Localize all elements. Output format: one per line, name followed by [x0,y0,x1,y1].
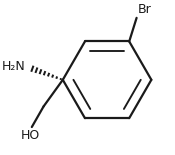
Text: Br: Br [138,3,152,16]
Text: H₂N: H₂N [2,60,26,73]
Text: HO: HO [21,128,40,142]
